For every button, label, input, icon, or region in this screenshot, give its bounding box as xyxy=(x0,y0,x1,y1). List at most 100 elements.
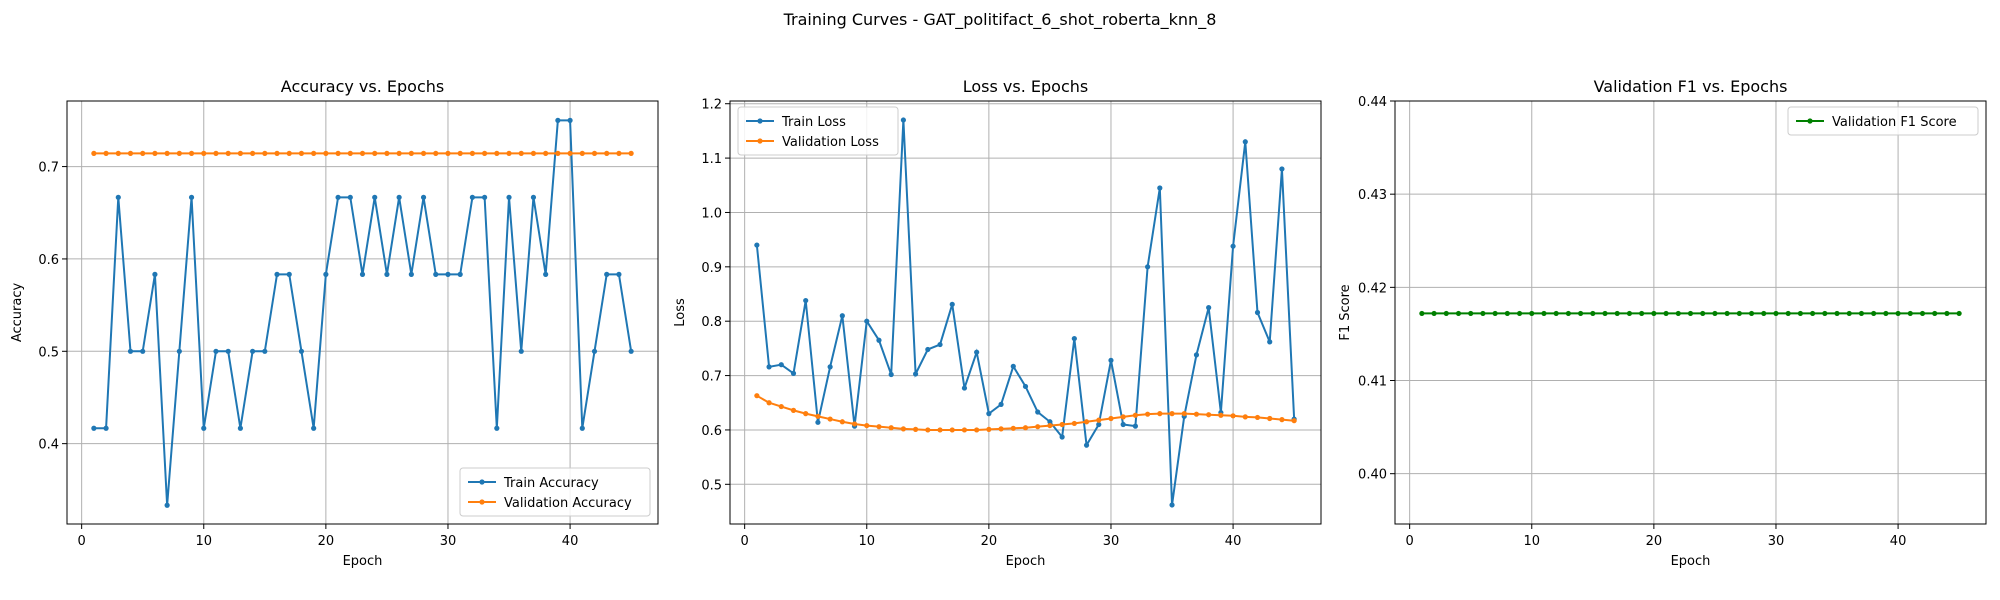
y-tick-label: 0.5 xyxy=(701,478,722,493)
data-point xyxy=(1639,310,1645,317)
data-point xyxy=(237,150,243,156)
data-point xyxy=(482,194,488,200)
data-point xyxy=(274,271,280,277)
data-point xyxy=(1083,419,1090,425)
data-point xyxy=(1687,310,1694,317)
data-point xyxy=(359,271,366,277)
data-point xyxy=(1254,309,1261,316)
x-tick-label: 20 xyxy=(1646,534,1663,549)
data-point xyxy=(579,425,585,431)
data-point xyxy=(876,337,882,343)
data-point xyxy=(900,426,906,432)
data-point xyxy=(1700,310,1706,317)
data-point xyxy=(1541,310,1547,317)
data-point xyxy=(1590,310,1596,317)
y-axis-label: Loss xyxy=(673,298,688,327)
data-point xyxy=(1822,310,1828,317)
data-point xyxy=(1083,442,1090,448)
data-point xyxy=(1626,310,1633,317)
y-tick-label: 0.9 xyxy=(701,261,722,276)
data-point xyxy=(1846,310,1852,317)
data-point xyxy=(949,301,955,307)
data-point xyxy=(408,271,414,277)
data-point xyxy=(1663,310,1669,317)
data-point xyxy=(579,150,585,156)
data-point xyxy=(311,425,317,431)
x-tick-label: 40 xyxy=(1890,534,1907,549)
data-point xyxy=(1022,425,1029,431)
data-point xyxy=(1047,419,1053,425)
data-point xyxy=(815,419,821,425)
data-point xyxy=(1871,310,1877,317)
data-point xyxy=(1230,413,1236,419)
data-point xyxy=(1516,310,1523,317)
data-point xyxy=(998,426,1004,432)
data-point xyxy=(1010,425,1016,431)
axes-frame xyxy=(1394,100,1987,525)
legend-label: Validation F1 Score xyxy=(1832,115,1957,130)
data-point xyxy=(754,242,760,248)
data-point xyxy=(518,348,524,354)
data-point xyxy=(225,150,231,156)
data-point xyxy=(1455,310,1462,317)
data-point xyxy=(803,411,809,417)
data-point xyxy=(262,348,268,354)
x-tick-label: 20 xyxy=(318,534,335,549)
data-point xyxy=(1858,310,1865,317)
data-point xyxy=(1785,310,1791,317)
data-point xyxy=(1944,310,1950,317)
x-tick-label: 10 xyxy=(195,534,212,549)
data-point xyxy=(396,150,402,156)
x-tick-label: 0 xyxy=(1406,534,1414,549)
data-point xyxy=(359,150,366,156)
data-point xyxy=(864,318,870,324)
data-point xyxy=(384,150,390,156)
data-point xyxy=(530,194,537,200)
data-point xyxy=(616,271,622,277)
data-point xyxy=(140,150,146,156)
data-point xyxy=(628,348,634,354)
data-point xyxy=(986,411,992,417)
data-point xyxy=(372,150,378,156)
data-point xyxy=(420,150,427,156)
data-point xyxy=(888,425,894,431)
data-point xyxy=(1120,414,1126,420)
data-point xyxy=(937,341,943,348)
y-tick-label: 0.42 xyxy=(1358,281,1387,296)
data-point xyxy=(616,150,622,156)
data-point xyxy=(347,150,353,156)
data-point xyxy=(1810,310,1816,317)
data-point xyxy=(839,419,845,425)
y-tick-label: 0.8 xyxy=(701,315,722,330)
data-point xyxy=(1059,421,1065,428)
data-point xyxy=(1834,310,1840,317)
data-point xyxy=(961,427,968,433)
y-tick-label: 1.2 xyxy=(701,98,722,113)
data-point xyxy=(864,422,870,429)
data-point xyxy=(1145,264,1151,270)
data-point xyxy=(591,150,598,156)
y-tick-label: 0.44 xyxy=(1358,95,1387,110)
data-point xyxy=(543,150,549,156)
y-tick-label: 1.0 xyxy=(701,206,722,221)
data-point xyxy=(408,150,414,156)
data-point xyxy=(103,150,109,156)
data-point xyxy=(1675,310,1681,317)
data-point xyxy=(1035,424,1041,430)
y-axis-label: Accuracy xyxy=(10,283,25,343)
panel-title: Accuracy vs. Epochs xyxy=(281,77,444,96)
data-point xyxy=(506,150,512,156)
data-point xyxy=(188,194,195,200)
data-point xyxy=(827,364,833,370)
data-point xyxy=(1504,310,1510,317)
data-point xyxy=(1169,411,1175,417)
data-point xyxy=(250,348,256,354)
data-point xyxy=(1761,310,1767,317)
data-point xyxy=(1267,339,1273,345)
data-point xyxy=(815,413,821,419)
data-point xyxy=(201,150,207,156)
x-tick-label: 40 xyxy=(1225,534,1242,549)
data-point xyxy=(1206,412,1212,418)
data-point xyxy=(900,117,906,123)
data-point xyxy=(494,150,500,156)
